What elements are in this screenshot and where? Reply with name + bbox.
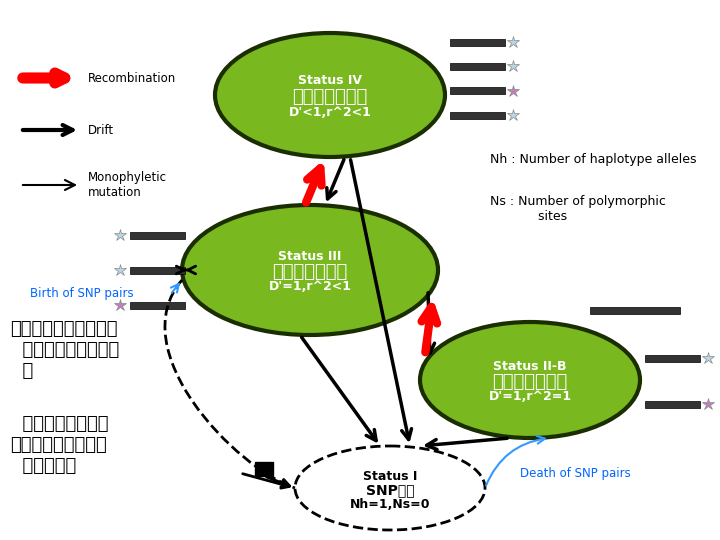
- Bar: [255, 462, 273, 476]
- Bar: [590, 307, 680, 314]
- Text: ：距離が遠いほど、組
  み換えが起こりやす
  い: ：距離が遠いほど、組 み換えが起こりやす い: [10, 320, 120, 380]
- Ellipse shape: [420, 322, 640, 438]
- Ellipse shape: [215, 33, 445, 157]
- Bar: [450, 87, 505, 94]
- Text: ２ハプロタイプ: ２ハプロタイプ: [492, 373, 567, 391]
- Text: SNPなし: SNPなし: [366, 483, 414, 497]
- Text: Monophyletic
mutation: Monophyletic mutation: [88, 171, 167, 199]
- Text: Birth of SNP pairs: Birth of SNP pairs: [30, 287, 134, 300]
- Bar: [450, 111, 505, 118]
- Text: D'<1,r^2<1: D'<1,r^2<1: [289, 105, 372, 118]
- Bar: [130, 232, 185, 239]
- Text: Recombination: Recombination: [88, 71, 176, 84]
- Text: D'=1,r^2<1: D'=1,r^2<1: [269, 280, 351, 294]
- Text: Nh : Number of haplotype alleles: Nh : Number of haplotype alleles: [490, 153, 696, 166]
- Ellipse shape: [295, 446, 485, 530]
- Text: Death of SNP pairs: Death of SNP pairs: [520, 467, 631, 480]
- Text: Status III: Status III: [279, 249, 342, 262]
- Text: D'=1,r^2=1: D'=1,r^2=1: [488, 390, 572, 403]
- Text: Drift: Drift: [88, 124, 114, 137]
- Bar: [130, 267, 185, 273]
- Text: Status IV: Status IV: [298, 75, 362, 87]
- Text: 古い多型ペアの間
ほど、組み換えが起
  こりやすい: 古い多型ペアの間 ほど、組み換えが起 こりやすい: [10, 415, 109, 475]
- Text: ３ハプロタイプ: ３ハプロタイプ: [272, 263, 348, 281]
- Text: Status I: Status I: [363, 469, 417, 483]
- Bar: [645, 354, 700, 361]
- Text: ４ハプロタイプ: ４ハプロタイプ: [292, 88, 368, 106]
- Text: Ns : Number of polymorphic
            sites: Ns : Number of polymorphic sites: [490, 195, 666, 223]
- Text: Status II-B: Status II-B: [493, 360, 567, 373]
- Bar: [450, 38, 505, 45]
- Text: Nh=1,Ns=0: Nh=1,Ns=0: [350, 497, 431, 510]
- Bar: [450, 63, 505, 70]
- Bar: [130, 301, 185, 308]
- Bar: [645, 401, 700, 408]
- Ellipse shape: [182, 205, 438, 335]
